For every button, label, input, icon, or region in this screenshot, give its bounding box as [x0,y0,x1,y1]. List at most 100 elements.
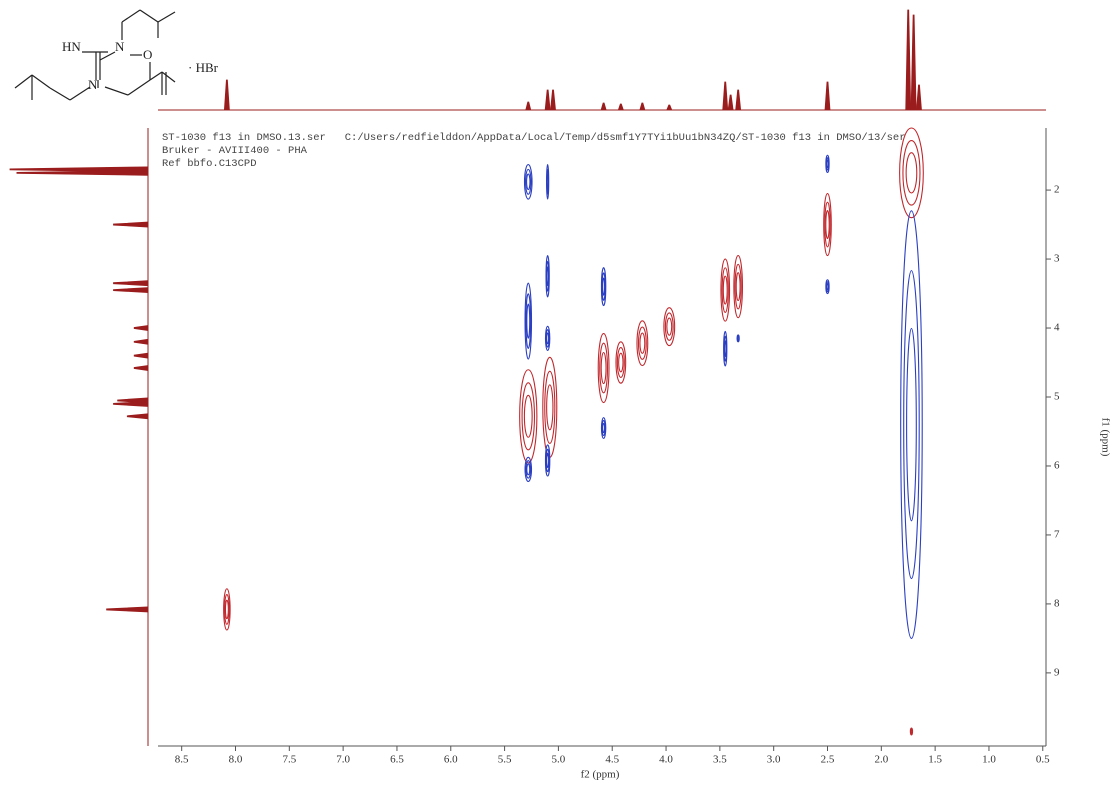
f2-projection-peak [735,89,742,111]
cross-peak-contour [734,263,742,310]
cross-peak-contour [601,272,606,301]
cross-peak-contour [910,729,913,734]
cross-peak-contour [899,127,924,219]
cross-peak-contour [526,463,531,476]
y-tick-label: 2 [1054,184,1060,196]
y-tick-label: 9 [1054,666,1060,678]
f1-projection-peak [113,221,149,228]
cross-peak-contour [545,329,550,348]
x-tick-label: 4.0 [659,754,673,766]
f1-projection-peak [113,287,149,294]
bond [49,87,71,101]
cross-peak-contour [523,164,533,200]
cross-peak-contour [825,210,830,240]
header-line: Bruker - AVIII400 - PHA [162,145,308,157]
f1-projection-peak [126,413,149,420]
y-tick-label: 6 [1054,460,1060,472]
x-tick-label: 1.0 [982,754,996,766]
f2-projection-peak [544,89,551,111]
cross-peak-contour [906,327,917,522]
f2-projection-peak [910,14,917,111]
x-tick-label: 5.5 [498,754,512,766]
f2-projection-peak [223,79,230,111]
bond [139,9,159,23]
cross-peak-contour [524,282,533,360]
bond [121,9,141,23]
cross-peak-contour [524,456,533,483]
cross-peak-contour [902,140,921,206]
f2-projection-peak [617,103,624,111]
atom-label: O [143,47,152,62]
x-tick-label: 4.5 [605,754,619,766]
cross-peak-contour [615,341,627,384]
y-axis-label: f1 (ppm) [1099,418,1111,457]
y-tick-label: 7 [1054,528,1060,540]
x-tick-label: 1.5 [928,754,942,766]
structure [14,9,176,101]
f1-projection-peak [16,169,149,176]
f2-projection-peak [600,102,607,111]
cross-peak-contour [722,275,728,305]
bond [69,86,91,101]
x-tick-label: 0.5 [1036,754,1050,766]
cross-peak-contour [546,173,549,191]
cross-peak-contour [599,342,609,394]
cross-peak-contour [723,340,727,358]
bond [157,11,176,23]
f1-projection-peak [133,365,149,371]
bond [31,74,51,89]
cross-peak-contour [602,277,606,296]
cross-peak-contour [545,448,550,473]
cross-peak-contour [525,293,532,349]
cross-peak-contour [521,382,536,451]
cross-peak-contour [600,267,607,307]
cross-peak-contour [544,444,551,477]
x-tick-label: 3.0 [767,754,781,766]
cross-peak-contour [737,336,740,341]
bond [161,71,176,83]
atom-label: N [115,39,125,54]
cross-peak-contour [903,270,920,580]
bond [14,74,33,89]
header-line: ST-1030 f13 in DMSO.13.ser C:/Users/redf… [162,132,906,144]
f2-projection-peak [727,94,734,111]
cross-peak-contour [733,255,744,319]
f1-projection-peak [133,325,149,331]
salt-label: · HBr [188,60,219,75]
cross-peak-contour [546,384,554,431]
f2-projection-peak [824,81,831,111]
x-tick-label: 8.0 [229,754,243,766]
cross-peak-contour [519,369,538,464]
y-tick-label: 5 [1054,391,1060,403]
cross-peak-contour [826,282,829,291]
x-axis-label: f2 (ppm) [581,769,620,781]
x-tick-label: 5.0 [552,754,566,766]
cross-peak-contour [597,332,610,404]
cross-peak-contour [523,394,533,438]
bond [99,51,116,61]
cross-peak-contour [664,312,674,341]
x-tick-label: 6.5 [390,754,404,766]
cross-peak-contour [525,168,532,195]
cross-peak-contour [526,303,531,339]
cross-peak-contour [616,347,625,378]
cross-peak-contour [224,593,230,625]
cross-peak-contour [639,332,646,354]
f1-projection-peak [113,400,149,407]
cross-peak-contour [601,420,606,437]
cross-peak-contour [546,332,550,345]
cross-peak-contour [900,210,923,639]
f1-projection-peak [106,606,149,613]
f2-projection-peak [905,9,912,111]
atom-label: N [88,77,98,92]
x-tick-label: 6.0 [444,754,458,766]
x-tick-label: 8.5 [175,754,189,766]
cross-peak-contour [637,326,647,360]
cross-peak-contour [544,325,551,351]
cross-peak-contour [735,272,741,302]
x-tick-label: 7.5 [282,754,296,766]
f2-projection-peak [722,81,729,111]
cross-peak-contour [223,588,231,631]
cross-peak-contour [546,452,550,468]
bond [127,79,151,96]
